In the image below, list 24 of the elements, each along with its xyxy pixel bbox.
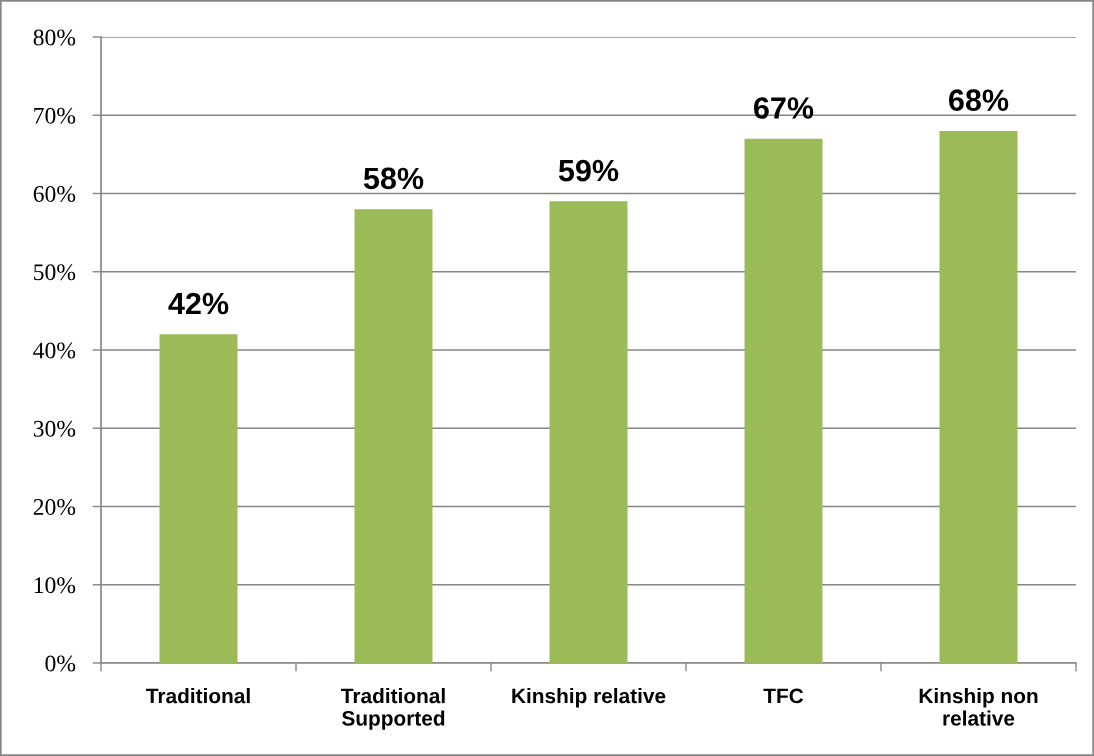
x-tick-label: TFC <box>763 688 804 704</box>
bar <box>744 138 823 663</box>
y-tick-label: 70% <box>34 107 76 124</box>
bar <box>549 201 628 663</box>
y-tick-label: 0% <box>45 655 76 672</box>
y-tick-label: 30% <box>33 420 76 437</box>
bar <box>159 334 238 663</box>
y-tick-label: 10% <box>34 577 76 594</box>
y-tick-label: 80% <box>33 29 76 46</box>
data-label: 58% <box>363 167 424 190</box>
y-tick-label: 40% <box>33 342 76 359</box>
data-label: 67% <box>754 97 814 119</box>
x-tick-label: Kinship relative <box>512 688 666 708</box>
y-tick-label: 50% <box>34 264 76 281</box>
data-label: 42% <box>168 292 229 315</box>
data-label: 59% <box>558 159 619 182</box>
x-tick-label: Traditional Supported <box>341 688 445 730</box>
data-label: 68% <box>949 89 1009 111</box>
y-tick-label: 20% <box>33 498 76 515</box>
x-tick-label: Kinship non relative <box>919 688 1038 726</box>
bar <box>354 209 433 663</box>
x-tick-label: Traditional <box>146 688 250 704</box>
bar <box>939 130 1018 663</box>
y-tick-label: 60% <box>33 185 76 202</box>
